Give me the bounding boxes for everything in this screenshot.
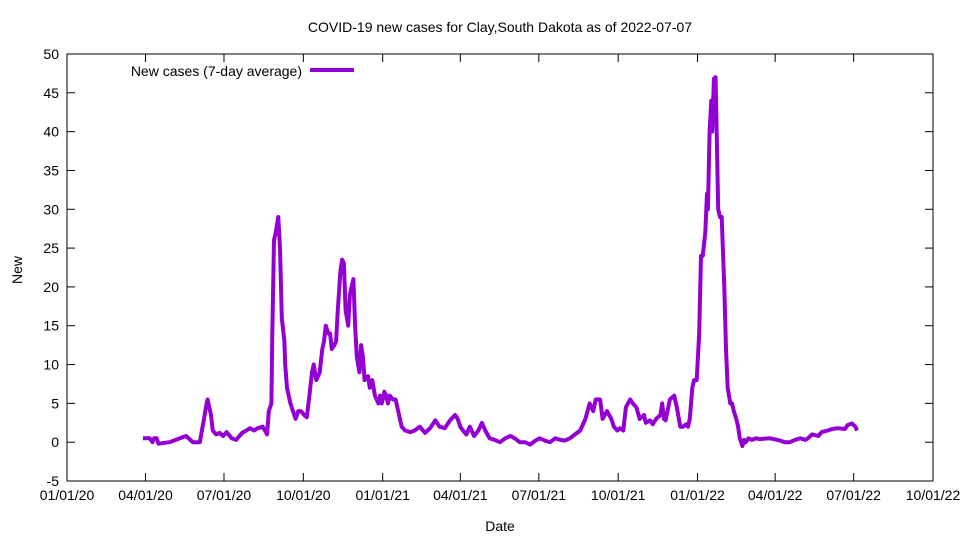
legend-label: New cases (7-day average) (131, 63, 302, 79)
y-tick-label: 20 (43, 279, 59, 295)
chart-title: COVID-19 new cases for Clay,South Dakota… (308, 19, 692, 35)
x-tick-label: 01/01/20 (40, 487, 95, 503)
y-tick-label: 0 (51, 434, 59, 450)
plot-area (66, 53, 934, 482)
y-tick-label: 45 (43, 85, 59, 101)
x-tick-label: 07/01/22 (826, 487, 881, 503)
y-tick-label: 25 (43, 240, 59, 256)
x-tick-label: 04/01/21 (433, 487, 488, 503)
y-tick-label: 30 (43, 201, 59, 217)
x-tick-label: 10/01/20 (276, 487, 331, 503)
y-tick-label: -5 (47, 473, 60, 489)
y-tick-label: 50 (43, 46, 59, 62)
y-tick-label: 10 (43, 357, 59, 373)
x-axis-label: Date (485, 518, 515, 534)
x-tick-label: 10/01/22 (906, 487, 960, 503)
y-tick-label: 15 (43, 318, 59, 334)
x-tick-label: 04/01/22 (748, 487, 803, 503)
x-tick-label: 01/01/22 (670, 487, 725, 503)
legend: New cases (7-day average) (131, 63, 354, 79)
y-tick-label: 5 (51, 395, 59, 411)
x-tick-label: 10/01/21 (591, 487, 646, 503)
x-tick-label: 01/01/21 (355, 487, 410, 503)
x-tick-label: 07/01/21 (512, 487, 567, 503)
y-tick-label: 40 (43, 124, 59, 140)
series-line-new-cases (142, 75, 859, 449)
x-tick-label: 04/01/20 (118, 487, 173, 503)
x-tick-label: 07/01/20 (197, 487, 252, 503)
y-tick-label: 35 (43, 162, 59, 178)
y-axis-label: New (9, 255, 25, 284)
